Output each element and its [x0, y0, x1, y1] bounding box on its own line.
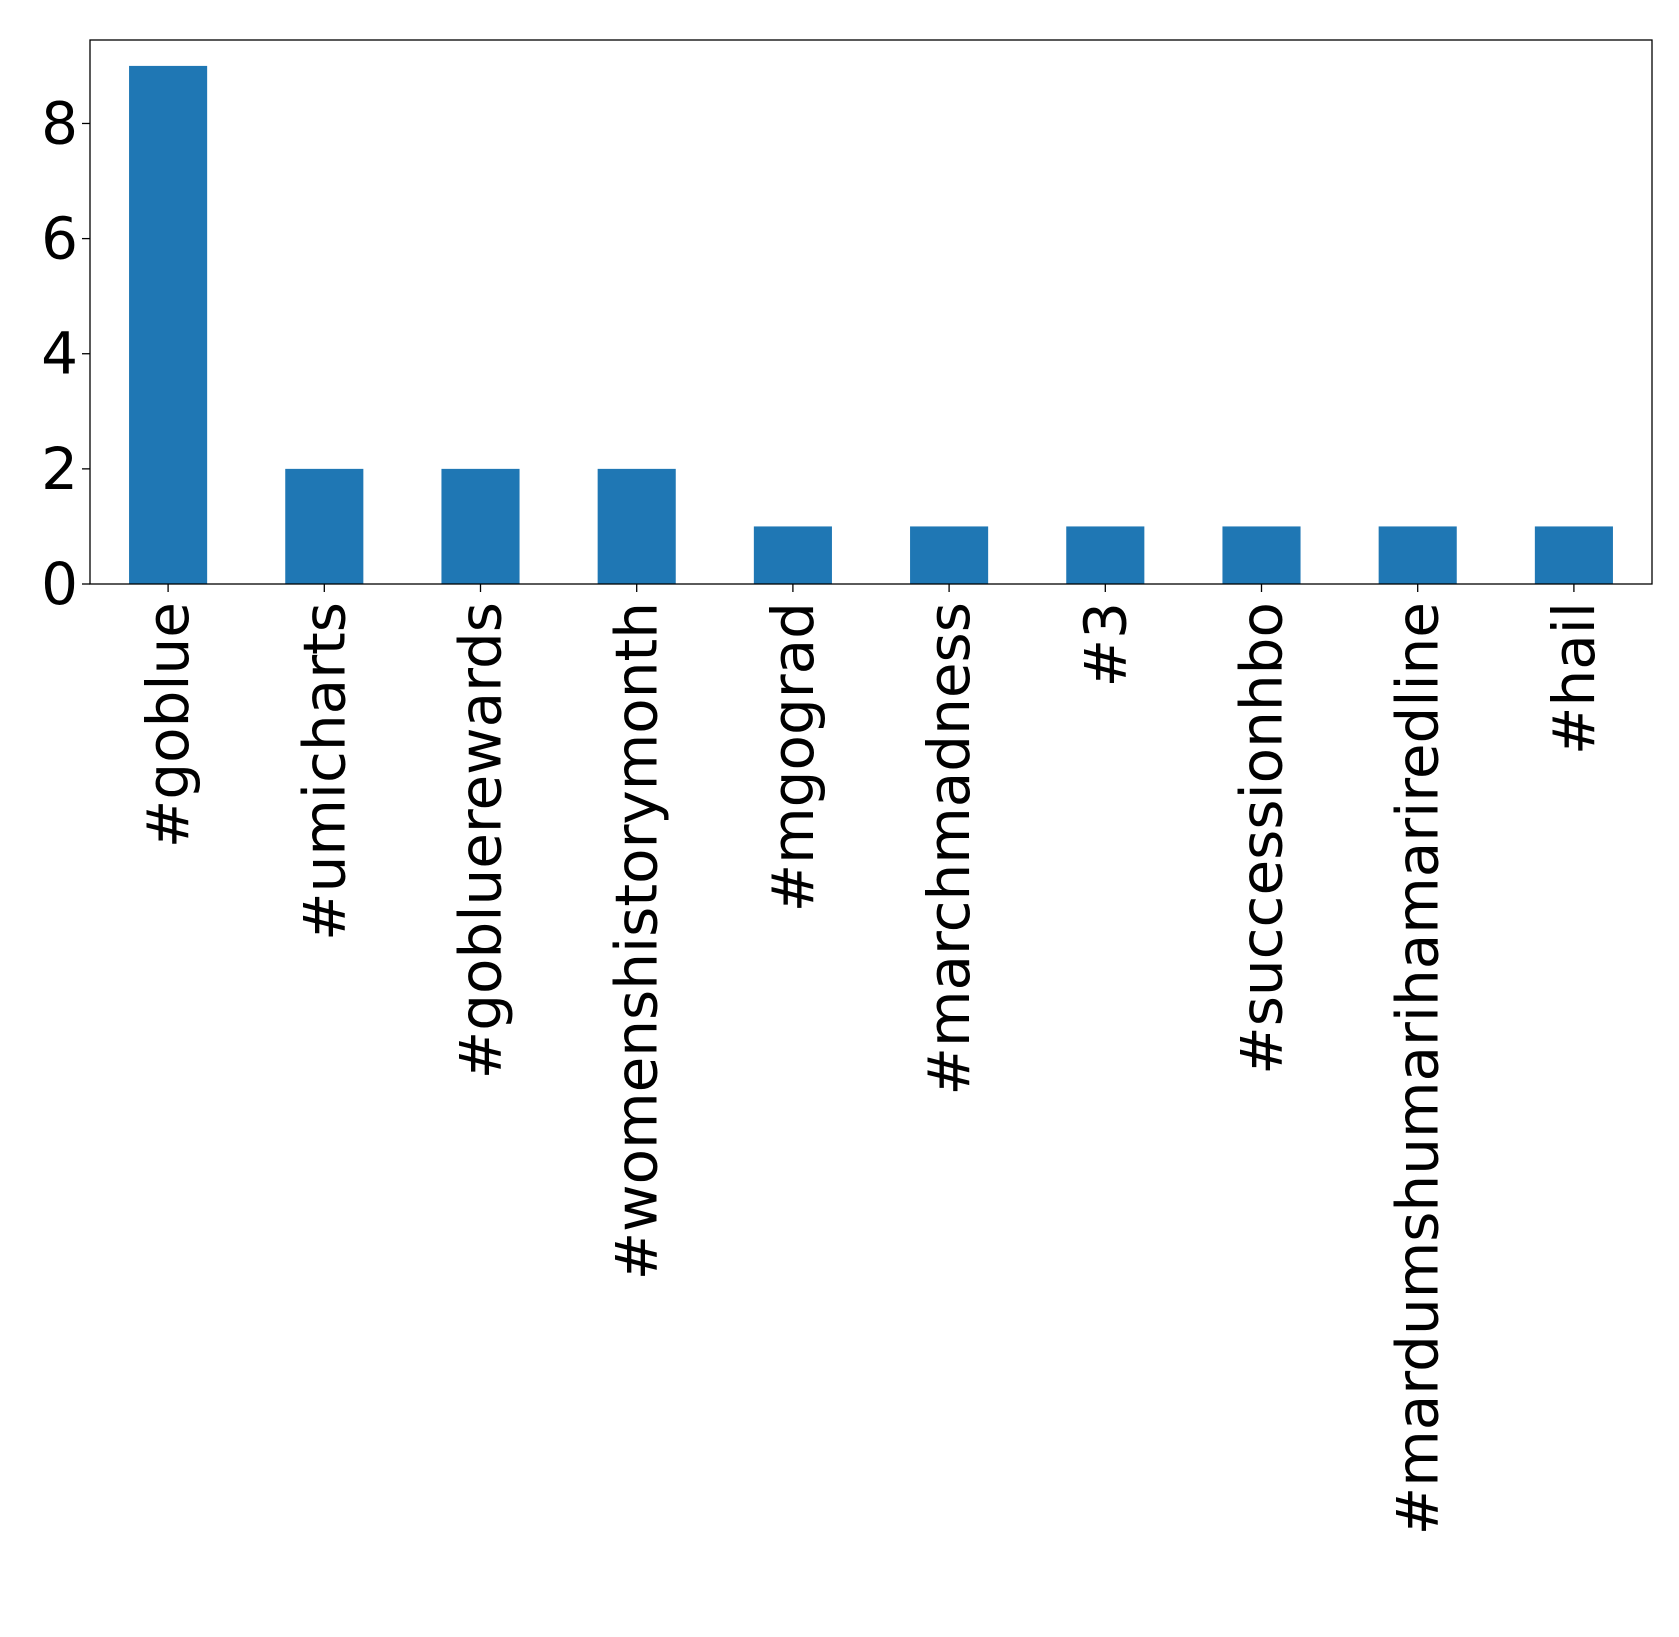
- x-tick-label: #womenshistorymonth: [603, 602, 671, 1280]
- x-tick-label: #gobluerewards: [447, 602, 515, 1079]
- x-tick-label: #umicharts: [290, 602, 358, 941]
- bar: [753, 526, 832, 584]
- x-axis: #goblue #umicharts #gobluerewards #womenshi…: [134, 584, 1608, 1535]
- bar: [597, 468, 676, 584]
- bar: [910, 526, 989, 584]
- y-tick-label: 8: [41, 89, 78, 157]
- x-tick-label: #successionhbo: [1228, 602, 1296, 1075]
- bar: [441, 468, 520, 584]
- x-tick-label: #mgograd: [759, 602, 827, 912]
- y-tick-label: 0: [41, 550, 78, 618]
- x-tick-label: #mardumshumarihamariredline: [1384, 602, 1452, 1535]
- x-tick-label: #3: [1071, 602, 1139, 688]
- y-axis: 0 2 4 6 8: [41, 89, 90, 618]
- bar: [285, 468, 364, 584]
- bars-layer: [129, 65, 1613, 584]
- y-tick-label: 4: [41, 320, 78, 388]
- y-tick-label: 2: [41, 435, 78, 503]
- bar: [1378, 526, 1457, 584]
- x-tick-label: #goblue: [134, 602, 202, 848]
- bar: [1534, 526, 1613, 584]
- bar: [1222, 526, 1301, 584]
- x-tick-label: #marchmadness: [915, 602, 983, 1096]
- bar: [1066, 526, 1145, 584]
- y-tick-label: 6: [41, 205, 78, 273]
- bar: [129, 65, 208, 584]
- plot-area-frame: [89, 39, 1653, 585]
- x-tick-label: #hail: [1540, 602, 1608, 755]
